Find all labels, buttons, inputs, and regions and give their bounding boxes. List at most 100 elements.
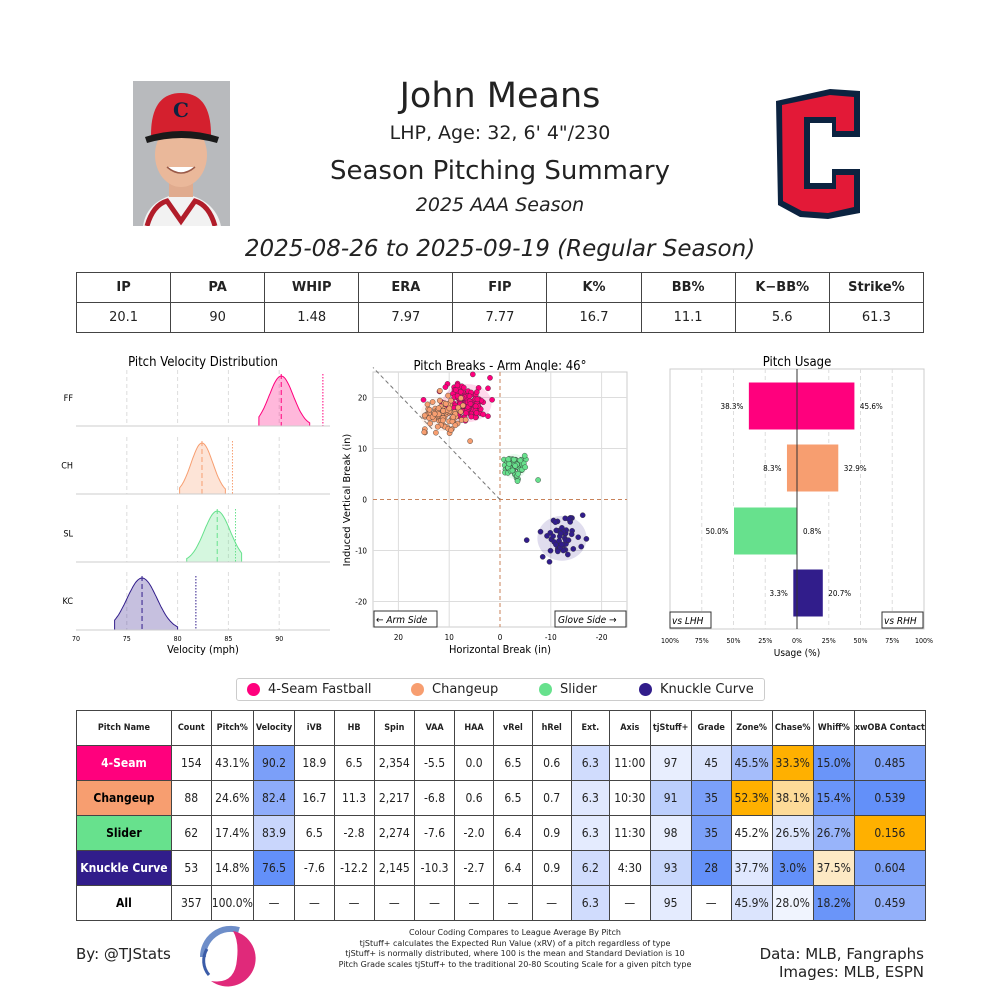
stats-value-0: 20.1 [75, 302, 172, 333]
breaks-y-tick: 10 [358, 445, 368, 454]
breaks-point-CH [450, 414, 457, 420]
stats-value-7: 5.6 [734, 302, 830, 333]
table-cell: -7.6 [294, 850, 335, 886]
breaks-point-KC [565, 516, 572, 522]
table-cell: 0.6 [454, 780, 495, 816]
stats-header-0: IP [75, 272, 172, 303]
breaks-point-CH [440, 407, 446, 414]
breaks-point-FF [442, 384, 449, 390]
images-source: Images: MLB, ESPN [778, 963, 924, 981]
stats-value-2: 1.48 [264, 302, 360, 333]
velocity-density-CH [179, 442, 226, 495]
column-header: Velocity [252, 710, 296, 746]
usage-bar-lhh-KC [792, 568, 798, 618]
table-cell: 100.0% [210, 885, 254, 921]
table-cell: — [294, 885, 335, 921]
velocity-x-tick: 80 [174, 635, 182, 643]
pitch-name-cell: 4-Seam [76, 745, 172, 781]
rhh-box [881, 611, 924, 629]
table-cell: 45.5% [730, 745, 773, 781]
breaks-x-tick: 10 [445, 633, 455, 642]
breaks-point-CH [426, 406, 433, 413]
stats-header-row: IP PA WHIP ERA FIP K% BB% K−BB% Strike% [75, 272, 925, 303]
breaks-point-SL [521, 452, 528, 459]
breaks-point-CH [437, 387, 443, 394]
table-cell: 11:00 [609, 745, 651, 781]
legend-label: Knuckle Curve [660, 682, 754, 697]
player-name: John Means [399, 76, 601, 116]
stats-header-6: BB% [640, 272, 736, 303]
breaks-point-KC [539, 554, 546, 560]
breaks-point-KC [537, 528, 544, 535]
breaks-point-CH [458, 395, 464, 401]
date-range: 2025-08-26 to 2025-09-19 (Regular Season… [244, 236, 756, 262]
breaks-x-tick: 20 [394, 633, 404, 642]
pitch-name-cell: Changeup [76, 780, 172, 816]
breaks-point-CH [435, 405, 442, 412]
table-row: Knuckle Curve 53 14.8% 76.5 -7.6 -12.2 2,145 -1… [76, 850, 927, 886]
breaks-point-CH [460, 402, 466, 409]
arm-side-label: ← Arm Side [376, 615, 428, 626]
breaks-point-FF [453, 387, 459, 393]
table-cell: 6.3 [570, 780, 611, 816]
table-cell: 6.4 [493, 850, 533, 886]
rhh-label: vs RHH [884, 616, 917, 627]
column-header: Count [170, 710, 212, 746]
table-cell: 38.1% [771, 780, 814, 816]
breaks-point-CH [429, 399, 436, 405]
legend-marker-icon [411, 683, 424, 696]
breaks-point-CH [467, 438, 473, 444]
table-cell: 88 [170, 780, 212, 816]
table-cell: 0.0 [454, 745, 495, 781]
table-cell: 14.8% [210, 850, 254, 886]
breaks-point-KC [579, 512, 586, 519]
velocity-row-label: CH [61, 462, 73, 472]
table-cell: 11:30 [609, 815, 651, 851]
breaks-point-KC [568, 531, 575, 538]
table-cell: 2,274 [373, 815, 416, 851]
velocity-x-tick: 85 [224, 635, 232, 643]
breaks-point-KC [546, 559, 553, 565]
table-cell: 6.5 [294, 815, 335, 851]
table-cell: 53 [170, 850, 212, 886]
legend-label: Slider [560, 682, 598, 697]
breaks-point-CH [452, 422, 459, 429]
legend-marker-icon [639, 683, 652, 696]
usage-x-tick: 25% [822, 637, 836, 645]
usage-label-rhh: 20.7% [828, 589, 851, 598]
table-cell: 18.2% [812, 885, 855, 921]
table-cell: 0.6 [531, 745, 572, 781]
table-cell: 33.3% [771, 745, 814, 781]
breaks-point-KC [557, 530, 564, 537]
table-cell: 93 [649, 850, 692, 886]
breaks-point-CH [446, 405, 453, 412]
breaks-point-CH [434, 423, 441, 430]
table-cell: 6.5 [333, 745, 375, 781]
report-title: Season Pitching Summary [329, 156, 671, 186]
usage-x-tick: 0% [792, 637, 802, 645]
column-header: Chase% [771, 710, 814, 746]
stats-value-8: 61.3 [828, 302, 925, 333]
table-cell: 15.0% [812, 745, 855, 781]
breaks-point-FF [480, 411, 487, 418]
table-cell: 35 [690, 780, 732, 816]
usage-label-lhh: 38.3% [720, 402, 743, 411]
table-cell: 90.2 [252, 745, 296, 781]
breaks-point-CH [457, 408, 464, 415]
breaks-point-FF [469, 371, 476, 378]
table-cell: 95 [649, 885, 692, 921]
table-cell: -6.8 [414, 780, 456, 816]
column-header: HAA [454, 710, 495, 746]
data-source: Data: MLB, Fangraphs [759, 945, 924, 963]
column-header: hRel [531, 710, 572, 746]
table-cell: 6.5 [493, 780, 533, 816]
pitch-legend: 4-Seam Fastball Changeup Slider Knuckle Cur… [236, 678, 765, 701]
breaks-point-SL [511, 456, 517, 463]
table-cell: 0.485 [853, 745, 927, 781]
usage-x-tick: 50% [727, 637, 741, 645]
stats-value-1: 90 [170, 302, 266, 333]
table-cell: 62 [170, 815, 212, 851]
table-cell: — [373, 885, 416, 921]
breaks-point-FF [485, 413, 491, 420]
